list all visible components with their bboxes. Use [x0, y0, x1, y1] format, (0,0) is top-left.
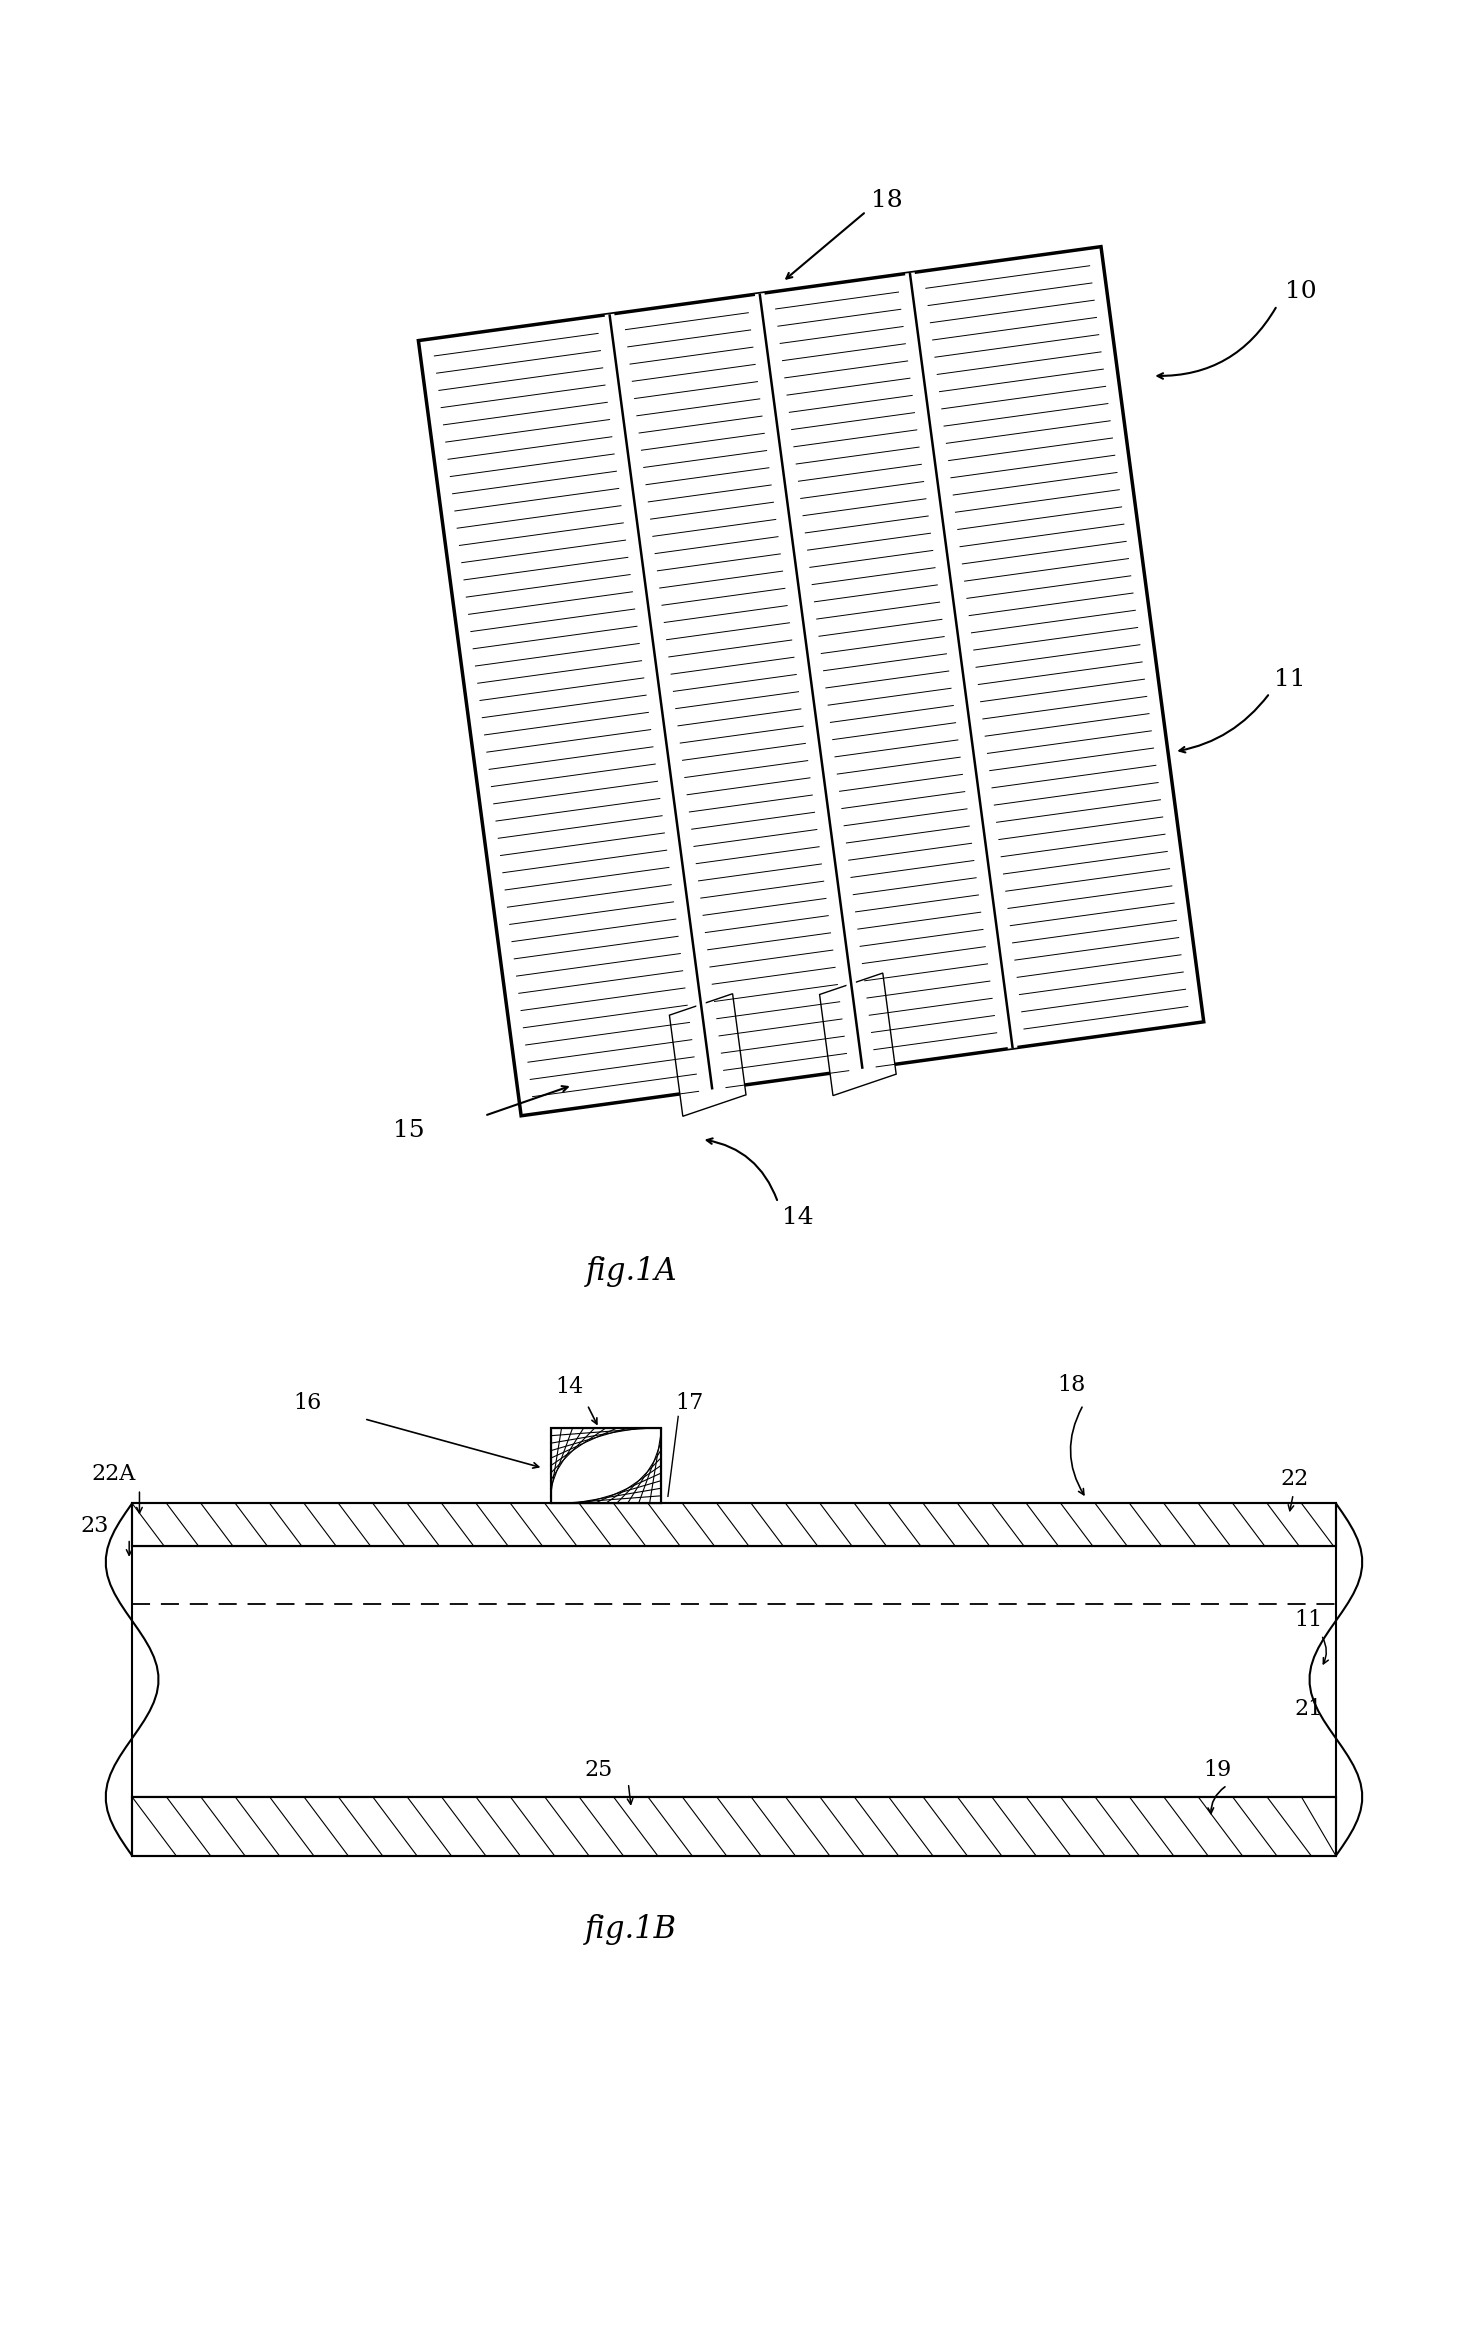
Text: 14: 14 — [555, 1377, 583, 1398]
Text: 10: 10 — [1284, 280, 1317, 303]
Text: 22: 22 — [1280, 1468, 1308, 1489]
Text: 17: 17 — [675, 1393, 703, 1414]
Text: 25: 25 — [584, 1759, 612, 1781]
Text: 11: 11 — [1295, 1609, 1323, 1630]
Polygon shape — [669, 994, 746, 1116]
Polygon shape — [132, 1503, 1336, 1546]
Polygon shape — [132, 1797, 1336, 1856]
Text: 19: 19 — [1204, 1759, 1232, 1781]
Polygon shape — [819, 972, 895, 1095]
Text: 16: 16 — [294, 1393, 321, 1414]
Text: fig.1A: fig.1A — [586, 1257, 677, 1287]
Polygon shape — [550, 1428, 661, 1503]
Text: 23: 23 — [81, 1515, 109, 1536]
Text: 18: 18 — [871, 188, 903, 211]
Text: 11: 11 — [1274, 667, 1305, 691]
Text: 21: 21 — [1295, 1698, 1323, 1719]
Polygon shape — [132, 1546, 1336, 1797]
Text: 15: 15 — [393, 1118, 426, 1142]
Text: 22A: 22A — [91, 1463, 135, 1485]
Text: 14: 14 — [782, 1205, 815, 1229]
Text: fig.1B: fig.1B — [586, 1914, 677, 1945]
Text: 18: 18 — [1057, 1374, 1085, 1395]
